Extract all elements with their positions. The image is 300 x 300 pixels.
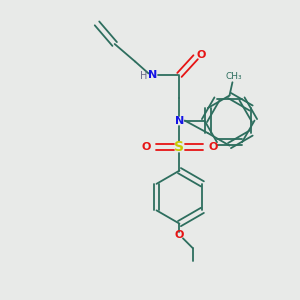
Text: O: O <box>208 142 218 152</box>
Text: S: S <box>174 140 184 154</box>
Text: CH₃: CH₃ <box>226 72 242 81</box>
Text: N: N <box>148 70 158 80</box>
Text: O: O <box>142 142 151 152</box>
Text: O: O <box>197 50 206 60</box>
Text: H: H <box>140 71 147 81</box>
Text: O: O <box>175 230 184 240</box>
Text: N: N <box>175 116 184 126</box>
